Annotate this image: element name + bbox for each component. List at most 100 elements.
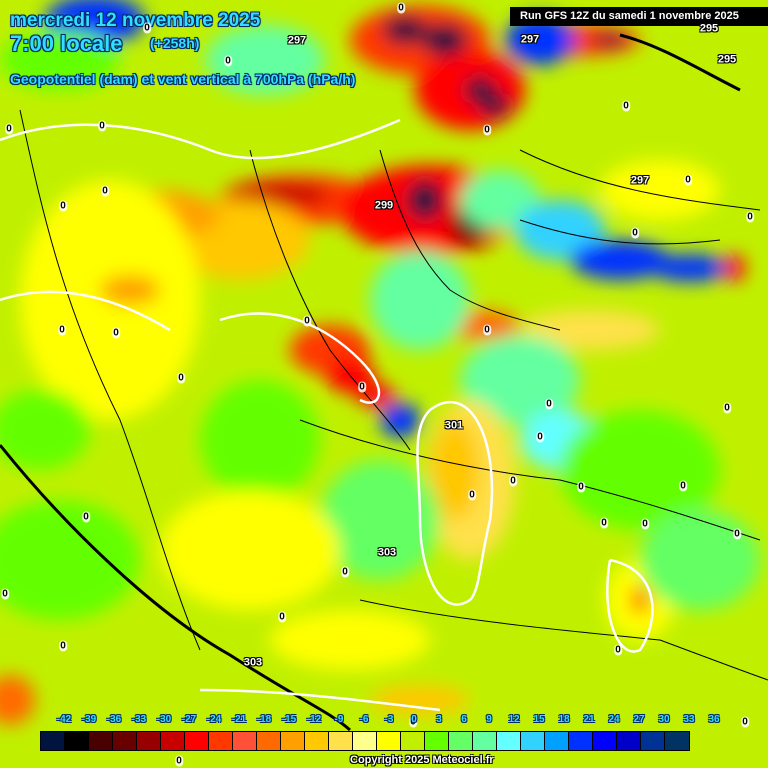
wind-cell <box>270 610 430 670</box>
zero-contour-label: 0 <box>741 716 749 728</box>
geopotential-label: 295 <box>717 53 737 66</box>
geopotential-label: 299 <box>374 199 394 212</box>
legend-swatch <box>521 732 545 750</box>
geopotential-label: 301 <box>444 419 464 432</box>
zero-contour-label: 0 <box>1 588 9 600</box>
geopotential-label: 295 <box>699 22 719 35</box>
legend-swatch <box>65 732 89 750</box>
zero-contour-label: 0 <box>278 611 286 623</box>
forecast-time: 7:00 locale <box>10 31 123 56</box>
zero-contour-label: 0 <box>143 22 151 34</box>
wind-cell <box>370 250 470 350</box>
legend-swatch <box>401 732 425 750</box>
wind-cell <box>0 675 35 725</box>
legend-swatch <box>41 732 65 750</box>
wind-cell <box>320 460 440 580</box>
legend-tick: -3 <box>384 714 394 725</box>
legend-swatch <box>449 732 473 750</box>
zero-contour-label: 0 <box>723 402 731 414</box>
zero-contour-label: 0 <box>679 480 687 492</box>
legend-swatch <box>161 732 185 750</box>
wind-cell <box>600 160 720 220</box>
legend-swatch <box>185 732 209 750</box>
zero-contour-label: 0 <box>58 324 66 336</box>
wind-cell <box>0 390 90 470</box>
geopotential-label: 297 <box>630 174 650 187</box>
color-legend <box>40 731 690 751</box>
zero-contour-label: 0 <box>224 55 232 67</box>
wind-cell <box>592 34 628 46</box>
zero-contour-label: 0 <box>98 120 106 132</box>
zero-contour-label: 0 <box>536 431 544 443</box>
legend-tick: -30 <box>156 714 172 725</box>
geopotential-label: 297 <box>520 33 540 46</box>
zero-contour-label: 0 <box>614 644 622 656</box>
legend-swatch <box>377 732 401 750</box>
wind-cell <box>0 500 140 620</box>
legend-swatch <box>545 732 569 750</box>
geopotential-label: 303 <box>377 546 397 559</box>
legend-tick: -33 <box>131 714 147 725</box>
zero-contour-label: 0 <box>358 381 366 393</box>
wind-cell <box>407 180 443 220</box>
legend-swatch <box>233 732 257 750</box>
geopotential-label: 303 <box>243 656 263 669</box>
legend-swatch <box>257 732 281 750</box>
legend-tick: 36 <box>708 714 720 725</box>
zero-isolines <box>0 118 654 712</box>
wind-cell <box>725 254 745 282</box>
zero-contour-label: 0 <box>509 475 517 487</box>
zero-contour-label: 0 <box>577 481 585 493</box>
map-subtitle: Geopotentiel (dam) et vent vertical à 70… <box>10 71 356 87</box>
zero-contour-label: 0 <box>303 315 311 327</box>
legend-swatch <box>89 732 113 750</box>
legend-tick: -18 <box>256 714 272 725</box>
wind-cell <box>430 420 480 520</box>
legend-tick: -9 <box>334 714 344 725</box>
zero-contour-label: 0 <box>5 123 13 135</box>
legend-swatch <box>593 732 617 750</box>
zero-contour-label: 0 <box>600 517 608 529</box>
legend-swatch <box>665 732 689 750</box>
wind-cell <box>370 685 470 715</box>
copyright: Copyright 2025 Meteociel.fr <box>350 754 494 766</box>
legend-swatch <box>641 732 665 750</box>
legend-tick: -6 <box>359 714 369 725</box>
wind-cell <box>205 25 325 95</box>
legend-tick: 27 <box>633 714 645 725</box>
wind-cell <box>200 380 320 500</box>
zero-contour-label: 0 <box>101 185 109 197</box>
zero-contour-label: 0 <box>59 640 67 652</box>
wind-cell <box>640 510 760 610</box>
legend-swatch <box>281 732 305 750</box>
zero-contour-label: 0 <box>468 489 476 501</box>
zero-contour-label: 0 <box>631 227 639 239</box>
legend-swatch <box>113 732 137 750</box>
legend-swatch <box>305 732 329 750</box>
legend-swatch <box>137 732 161 750</box>
wind-cell <box>0 30 120 90</box>
legend-tick: -42 <box>56 714 72 725</box>
zero-contour-label: 0 <box>545 398 553 410</box>
legend-tick: -15 <box>281 714 297 725</box>
legend-tick: 15 <box>533 714 545 725</box>
legend-swatch <box>497 732 521 750</box>
legend-swatch <box>473 732 497 750</box>
zero-contour-label: 0 <box>409 716 417 728</box>
legend-tick: 9 <box>486 714 492 725</box>
wind-cell <box>380 402 420 438</box>
wind-cell <box>650 254 730 282</box>
wind-cell <box>570 240 670 280</box>
legend-swatch <box>209 732 233 750</box>
zero-contour-label: 0 <box>483 324 491 336</box>
zero-contour-label: 0 <box>59 200 67 212</box>
wind-cell <box>100 275 160 305</box>
zero-contour-label: 0 <box>746 211 754 223</box>
forecast-date: mercredi 12 novembre 2025 <box>10 10 261 31</box>
zero-contour-label: 0 <box>622 100 630 112</box>
model-run-label: Run GFS 12Z du samedi 1 novembre 2025 <box>510 7 768 26</box>
coastlines-borders <box>19 109 768 681</box>
legend-tick: -39 <box>81 714 97 725</box>
wind-cell <box>460 170 540 230</box>
